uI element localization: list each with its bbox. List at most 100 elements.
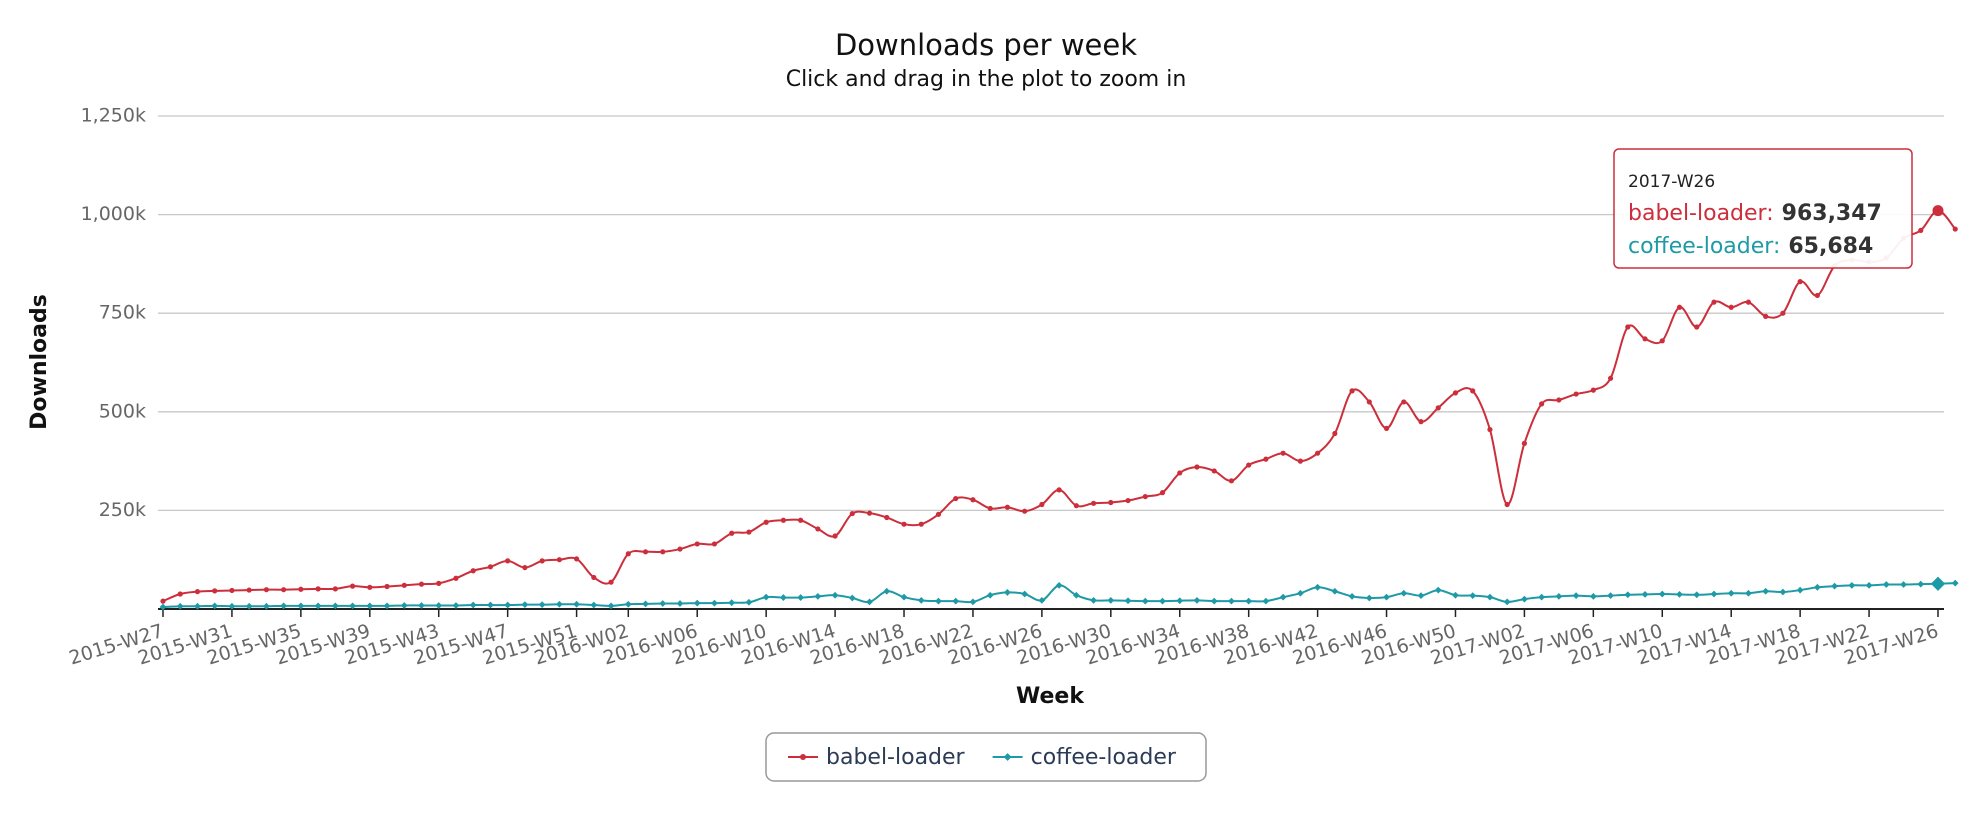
- point: [1383, 425, 1390, 431]
- tooltip-sep: :: [1773, 234, 1780, 259]
- point: [1625, 324, 1631, 330]
- point: [780, 517, 786, 523]
- tooltip-value: 963,347: [1782, 201, 1882, 226]
- point: [728, 599, 736, 607]
- point: [1658, 590, 1666, 598]
- point: [1297, 458, 1303, 464]
- point: [1521, 440, 1528, 446]
- point: [1556, 397, 1562, 403]
- point: [1004, 589, 1011, 596]
- point: [660, 549, 666, 555]
- point: [1780, 310, 1786, 316]
- point: [435, 602, 443, 609]
- point: [1521, 595, 1528, 603]
- point: [1159, 490, 1166, 496]
- point: [573, 600, 580, 608]
- point: [1090, 500, 1097, 506]
- point: [1038, 596, 1046, 604]
- point: [246, 587, 252, 593]
- point: [1503, 598, 1511, 606]
- point: [212, 588, 218, 594]
- legend-label: babel-loader: [826, 745, 966, 770]
- point: [642, 600, 649, 608]
- point: [1848, 581, 1856, 589]
- point: [1831, 582, 1838, 590]
- point: [1694, 324, 1700, 330]
- point: [607, 602, 615, 610]
- point: [1003, 753, 1012, 761]
- tooltip-row: babel-loader:963,347: [1628, 201, 1882, 226]
- legend-item[interactable]: babel-loader: [788, 745, 966, 770]
- point: [298, 586, 304, 592]
- point: [1245, 597, 1253, 605]
- point: [1176, 597, 1184, 605]
- point: [1538, 593, 1546, 601]
- point: [1745, 589, 1752, 597]
- point: [522, 564, 528, 571]
- legend-label: coffee-loader: [1031, 745, 1177, 770]
- point: [1125, 497, 1131, 504]
- point: [1589, 592, 1597, 600]
- point: [1590, 387, 1596, 393]
- point: [1624, 591, 1632, 599]
- point: [659, 600, 667, 607]
- point: [1401, 399, 1407, 405]
- point: [1932, 205, 1944, 217]
- tooltip-title: 2017-W26: [1628, 172, 1715, 192]
- point: [831, 591, 839, 599]
- point: [176, 602, 184, 610]
- point: [367, 584, 373, 590]
- point: [1315, 450, 1321, 456]
- point: [1539, 401, 1545, 407]
- point: [1159, 597, 1166, 605]
- point: [814, 592, 822, 600]
- point: [1642, 336, 1648, 342]
- point: [1280, 450, 1286, 456]
- point: [349, 583, 356, 589]
- point: [1452, 390, 1459, 396]
- point: [849, 510, 855, 517]
- point: [1572, 592, 1580, 599]
- point: [1177, 470, 1183, 476]
- point: [1797, 279, 1803, 285]
- point: [573, 556, 580, 562]
- tooltip-value: 65,684: [1788, 234, 1873, 259]
- point: [780, 594, 787, 601]
- point: [953, 495, 959, 502]
- point: [1193, 596, 1201, 604]
- point: [987, 505, 993, 512]
- point: [642, 549, 649, 555]
- tooltip-series: babel-loader: [1628, 201, 1768, 226]
- point: [1418, 419, 1424, 425]
- point: [194, 602, 201, 610]
- point: [1917, 580, 1925, 588]
- point: [487, 564, 494, 570]
- point: [591, 574, 597, 581]
- point: [1262, 597, 1270, 605]
- point: [1727, 589, 1735, 597]
- point: [815, 526, 821, 532]
- point: [1073, 503, 1079, 509]
- point: [866, 510, 873, 516]
- point: [797, 594, 805, 601]
- point: [555, 600, 563, 608]
- point: [693, 599, 701, 607]
- point: [986, 591, 994, 599]
- point: [1400, 589, 1408, 597]
- point: [1813, 583, 1821, 591]
- point: [1108, 499, 1114, 506]
- point: [383, 602, 391, 610]
- point: [1021, 590, 1029, 598]
- point: [1349, 388, 1355, 394]
- point: [1141, 597, 1149, 605]
- point: [711, 599, 718, 607]
- legend-item[interactable]: coffee-loader: [992, 745, 1177, 770]
- point: [229, 587, 235, 594]
- point: [332, 586, 338, 592]
- point: [263, 602, 270, 610]
- point: [281, 587, 287, 593]
- point: [1762, 587, 1770, 595]
- point: [935, 597, 942, 605]
- point: [625, 551, 631, 557]
